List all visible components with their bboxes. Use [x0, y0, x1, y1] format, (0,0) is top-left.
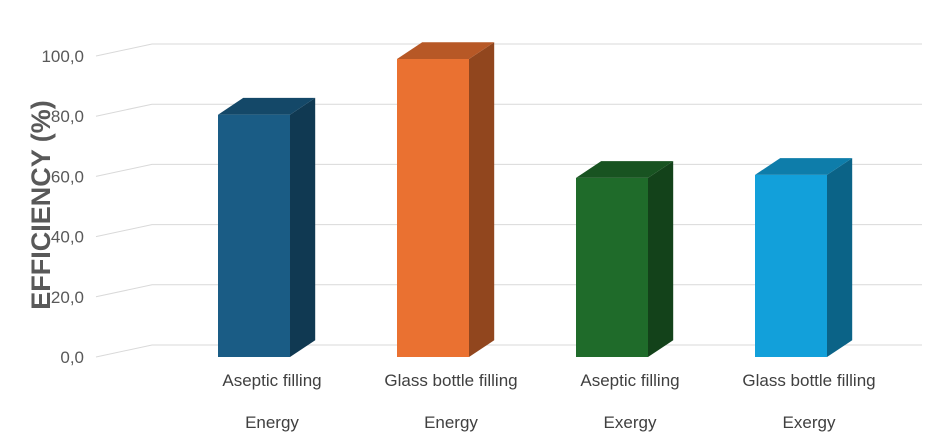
y-tick-label: 80,0 [51, 107, 84, 126]
category-label: Glass bottle filling [384, 371, 517, 390]
group-label: Exergy [783, 413, 836, 432]
bar-front [397, 59, 469, 357]
x-axis-category-labels: Aseptic filling Energy Glass bottle fillin… [222, 371, 875, 432]
group-label: Energy [245, 413, 299, 432]
y-axis-label: EFFICIENCY (%) [26, 100, 56, 310]
group-label: Exergy [604, 413, 657, 432]
gridline [95, 43, 922, 57]
category-label: Glass bottle filling [742, 371, 875, 390]
y-tick-label: 0,0 [60, 348, 84, 367]
group-label: Energy [424, 413, 478, 432]
bar [218, 97, 316, 358]
bar [755, 158, 853, 357]
bar-side [469, 42, 495, 358]
y-axis-tick-labels: 0,0 20,0 40,0 60,0 80,0 100,0 [41, 47, 84, 367]
bar-front [218, 114, 290, 357]
category-label: Aseptic filling [580, 371, 679, 390]
bar-side [290, 97, 316, 358]
bar-top [576, 161, 674, 178]
bar-top [218, 97, 316, 115]
bar [397, 42, 495, 358]
y-tick-label: 60,0 [51, 167, 84, 186]
bar-front [576, 177, 648, 357]
bar-top [397, 42, 495, 60]
y-tick-label: 100,0 [41, 47, 84, 66]
bar-front [755, 174, 827, 357]
bar-side [827, 158, 853, 357]
category-label: Aseptic filling [222, 371, 321, 390]
bars [218, 42, 853, 358]
y-tick-label: 20,0 [51, 288, 84, 307]
bar [576, 161, 674, 357]
bar-side [648, 161, 674, 357]
y-tick-label: 40,0 [51, 228, 84, 247]
gridline [95, 103, 922, 117]
bar-top [755, 158, 853, 175]
